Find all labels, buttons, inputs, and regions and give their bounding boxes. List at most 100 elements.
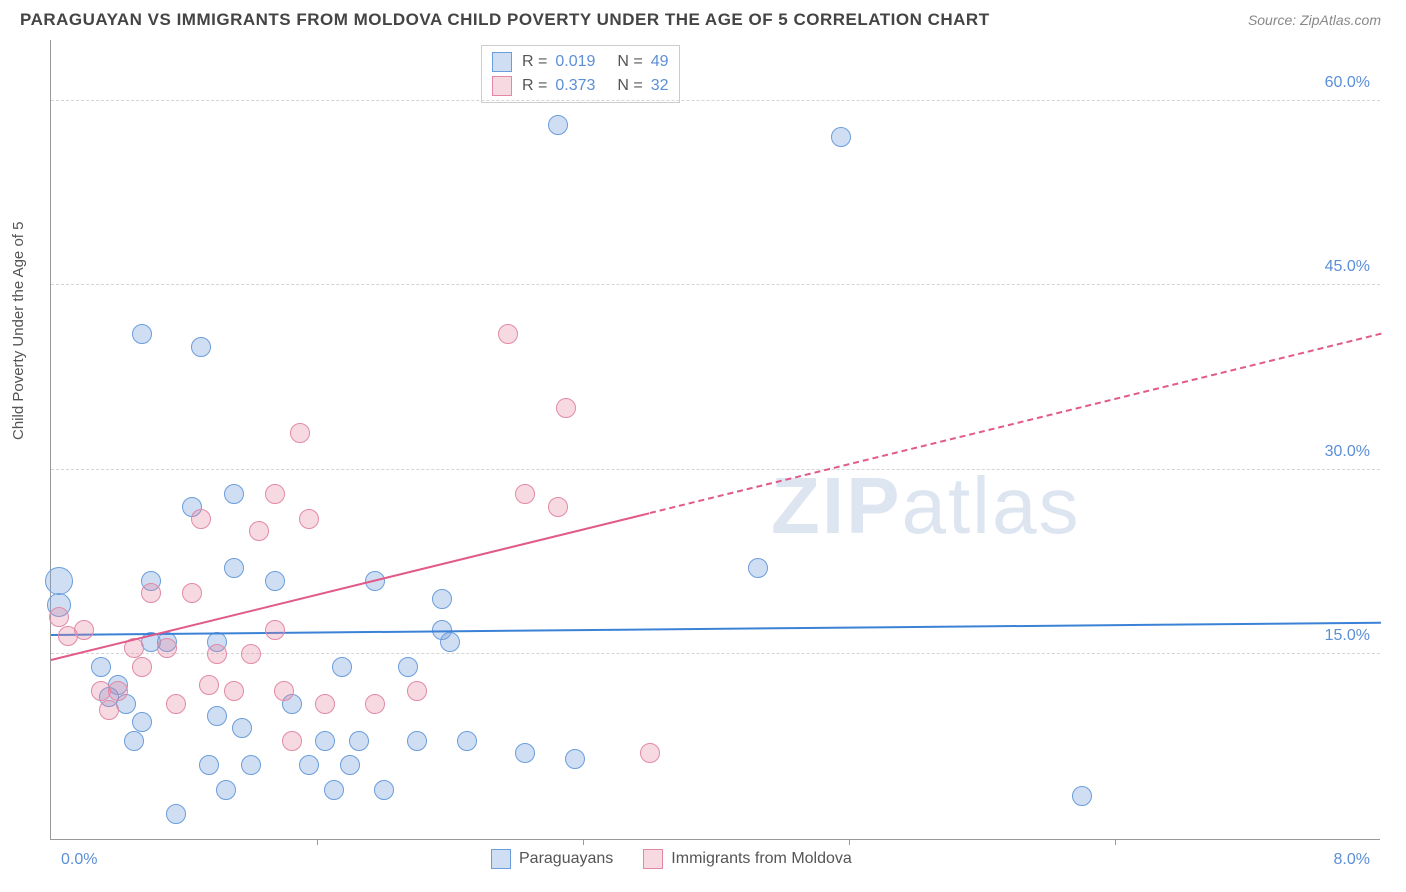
data-point (265, 571, 285, 591)
data-point (640, 743, 660, 763)
y-tick-label: 15.0% (1325, 627, 1370, 645)
x-tick (849, 839, 850, 845)
data-point (498, 324, 518, 344)
x-axis-max-label: 8.0% (1334, 851, 1370, 869)
data-point (157, 638, 177, 658)
data-point (407, 681, 427, 701)
data-point (432, 589, 452, 609)
data-point (365, 694, 385, 714)
x-tick (1115, 839, 1116, 845)
data-point (124, 731, 144, 751)
data-point (249, 521, 269, 541)
gridline (51, 100, 1380, 101)
data-point (548, 497, 568, 517)
data-point (232, 718, 252, 738)
data-point (349, 731, 369, 751)
data-point (265, 484, 285, 504)
data-point (340, 755, 360, 775)
legend-r-value: 0.373 (555, 77, 595, 95)
trend-line (51, 622, 1381, 636)
data-point (299, 755, 319, 775)
data-point (515, 484, 535, 504)
data-point (748, 558, 768, 578)
data-point (831, 127, 851, 147)
watermark-part-b: atlas (901, 461, 1080, 550)
data-point (274, 681, 294, 701)
data-point (299, 509, 319, 529)
legend-swatch (643, 849, 663, 869)
legend-n-value: 49 (651, 53, 669, 71)
data-point (224, 681, 244, 701)
correlation-legend: R = 0.019 N = 49 R = 0.373 N = 32 (481, 45, 680, 103)
watermark-part-a: ZIP (771, 461, 901, 550)
legend-n-value: 32 (651, 77, 669, 95)
x-axis-min-label: 0.0% (61, 851, 97, 869)
data-point (132, 712, 152, 732)
data-point (265, 620, 285, 640)
data-point (99, 700, 119, 720)
data-point (108, 681, 128, 701)
data-point (374, 780, 394, 800)
data-point (49, 607, 69, 627)
legend-swatch (492, 76, 512, 96)
data-point (74, 620, 94, 640)
data-point (224, 484, 244, 504)
x-tick (317, 839, 318, 845)
gridline (51, 469, 1380, 470)
gridline (51, 284, 1380, 285)
series-legend: Paraguayans Immigrants from Moldova (491, 849, 852, 869)
data-point (199, 675, 219, 695)
trend-line (51, 512, 650, 661)
data-point (332, 657, 352, 677)
legend-swatch (492, 52, 512, 72)
data-point (91, 657, 111, 677)
data-point (132, 657, 152, 677)
data-point (565, 749, 585, 769)
y-tick-label: 30.0% (1325, 443, 1370, 461)
data-point (199, 755, 219, 775)
legend-row: R = 0.373 N = 32 (492, 74, 669, 98)
legend-r-value: 0.019 (555, 53, 595, 71)
legend-n-key: N = (617, 77, 642, 95)
data-point (166, 804, 186, 824)
source-attribution: Source: ZipAtlas.com (1248, 12, 1381, 28)
legend-row: R = 0.019 N = 49 (492, 50, 669, 74)
data-point (440, 632, 460, 652)
data-point (241, 644, 261, 664)
data-point (324, 780, 344, 800)
data-point (224, 558, 244, 578)
data-point (207, 706, 227, 726)
data-point (398, 657, 418, 677)
x-tick (583, 839, 584, 845)
data-point (315, 694, 335, 714)
data-point (556, 398, 576, 418)
data-point (182, 583, 202, 603)
data-point (548, 115, 568, 135)
legend-r-key: R = (522, 53, 547, 71)
data-point (515, 743, 535, 763)
data-point (191, 337, 211, 357)
data-point (141, 583, 161, 603)
data-point (407, 731, 427, 751)
legend-n-key: N = (617, 53, 642, 71)
y-axis-label: Child Poverty Under the Age of 5 (10, 222, 27, 440)
data-point (45, 567, 73, 595)
data-point (315, 731, 335, 751)
legend-r-key: R = (522, 77, 547, 95)
data-point (282, 731, 302, 751)
series-legend-item: Immigrants from Moldova (643, 849, 852, 869)
legend-swatch (491, 849, 511, 869)
data-point (207, 644, 227, 664)
data-point (1072, 786, 1092, 806)
series-label: Paraguayans (519, 850, 613, 868)
data-point (216, 780, 236, 800)
data-point (457, 731, 477, 751)
scatter-chart: ZIPatlas R =0.019N =49R =0.373N =32 Para… (50, 40, 1380, 840)
series-label: Immigrants from Moldova (671, 850, 852, 868)
data-point (290, 423, 310, 443)
data-point (241, 755, 261, 775)
trend-line (649, 332, 1381, 513)
data-point (166, 694, 186, 714)
y-tick-label: 45.0% (1325, 258, 1370, 276)
series-legend-item: Paraguayans (491, 849, 613, 869)
